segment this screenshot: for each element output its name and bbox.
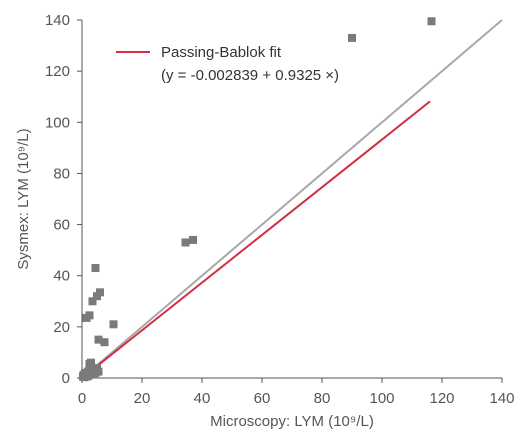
y-tick-label: 140: [45, 12, 70, 29]
data-point: [94, 367, 103, 376]
x-tick-label: 60: [254, 390, 271, 407]
data-point: [87, 358, 95, 367]
data-point: [88, 297, 97, 306]
data-point: [181, 238, 190, 247]
data-point: [96, 288, 104, 297]
y-tick-label: 100: [45, 114, 70, 131]
data-point: [91, 264, 100, 273]
identity-line: [81, 19, 503, 379]
x-tick-label: 20: [134, 390, 151, 407]
legend-fit-label: Passing-Bablok fit: [161, 44, 282, 61]
passing-bablok-fit-line: [96, 100, 431, 367]
x-tick-label: 140: [489, 390, 514, 407]
x-tick-label: 120: [429, 390, 454, 407]
data-point: [94, 335, 103, 344]
x-axis-title: Microscopy: LYM (10⁹/L): [210, 413, 374, 430]
data-point: [85, 311, 94, 320]
x-tick-label: 100: [369, 390, 394, 407]
data-points: [78, 17, 436, 382]
data-point: [427, 17, 436, 26]
legend-fit-equation: (y = -0.002839 + 0.9325 ×): [161, 67, 339, 84]
y-axis-title: Sysmex: LYM (10⁹/L): [15, 128, 32, 269]
x-tick-label: 80: [314, 390, 331, 407]
y-tick-label: 0: [62, 370, 70, 387]
data-point: [100, 338, 109, 347]
y-tick-label: 60: [53, 217, 70, 234]
data-point: [189, 235, 197, 244]
data-point: [348, 33, 356, 42]
x-tick-label: 0: [78, 390, 86, 407]
y-tick-label: 80: [53, 165, 70, 182]
x-tick-label: 40: [194, 390, 211, 407]
data-point: [109, 320, 118, 329]
y-tick-label: 120: [45, 63, 70, 80]
y-tick-label: 20: [53, 319, 70, 336]
legend: Passing-Bablok fit (y = -0.002839 + 0.93…: [116, 44, 339, 84]
reference-lines: [81, 19, 503, 379]
y-tick-label: 40: [53, 268, 70, 285]
axes: [81, 20, 502, 379]
ticks: 0 20 40 60 80 100 120 140 0 20 40 60 80 100 120 140: [45, 12, 515, 407]
